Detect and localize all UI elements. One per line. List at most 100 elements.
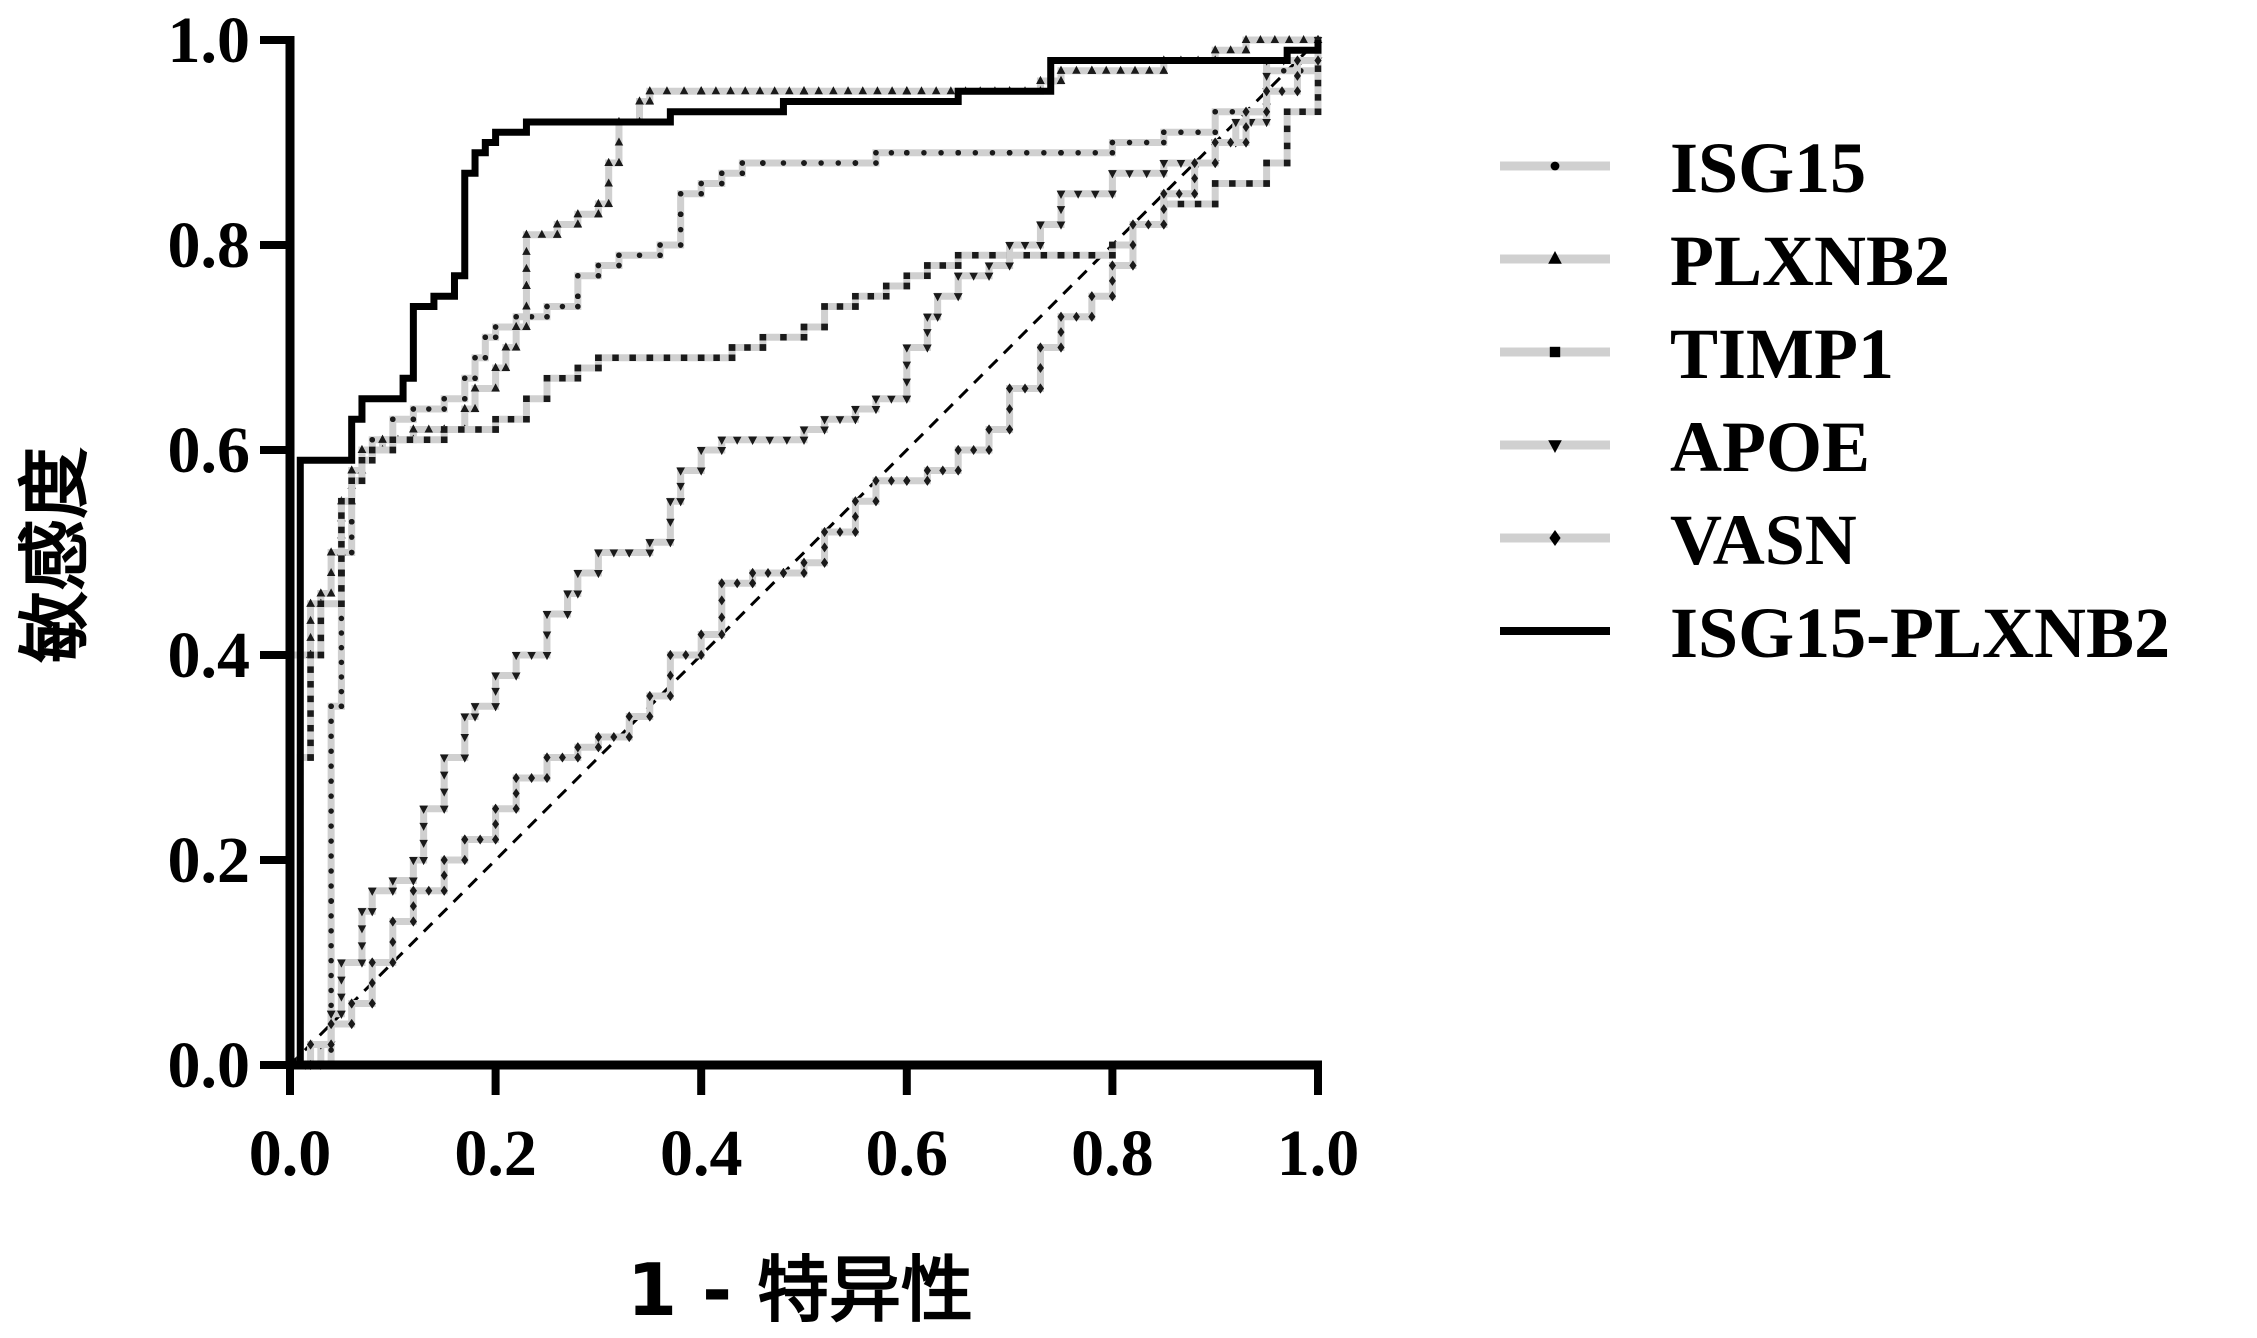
data-point (1088, 291, 1096, 302)
data-point (347, 465, 356, 474)
x-tick-label: 1.0 (1277, 1117, 1360, 1190)
data-point (316, 588, 326, 597)
data-point (873, 86, 882, 95)
series-vasn (286, 35, 1322, 1070)
data-point (409, 857, 418, 865)
data-point (677, 211, 684, 217)
data-point (800, 568, 808, 578)
data-point (563, 590, 572, 599)
data-point (1101, 65, 1111, 74)
data-point (327, 1039, 335, 1050)
data-point (389, 436, 397, 443)
data-point (821, 323, 828, 331)
data-point (1057, 342, 1065, 353)
data-point (307, 1039, 315, 1050)
data-point (523, 395, 530, 402)
data-point (921, 150, 927, 156)
data-point (1549, 530, 1561, 546)
data-point (1175, 188, 1183, 199)
data-point (544, 314, 550, 320)
data-point (357, 908, 367, 917)
data-point (780, 160, 787, 166)
data-point (1020, 242, 1030, 250)
data-point (1040, 252, 1048, 259)
data-point (348, 1019, 356, 1029)
data-point (482, 334, 489, 340)
data-point (491, 703, 500, 712)
data-point (1036, 76, 1045, 84)
series-layer (285, 35, 1323, 1070)
data-point (328, 883, 334, 889)
data-point (614, 137, 624, 146)
data-point (595, 273, 602, 279)
data-point (522, 263, 531, 272)
data-point (821, 303, 828, 310)
data-point (328, 808, 334, 814)
data-point (923, 465, 931, 476)
data-point (1088, 252, 1096, 259)
data-point (1262, 72, 1271, 81)
data-point (328, 942, 334, 949)
data-point (954, 262, 962, 269)
data-point (732, 436, 742, 445)
legend-label: ISG15 (1670, 128, 1866, 208)
data-point (338, 674, 345, 680)
data-point (931, 86, 941, 95)
data-point (696, 467, 706, 476)
data-point (1548, 251, 1562, 264)
data-point (1057, 252, 1065, 259)
y-tick-label: 0.4 (168, 619, 251, 692)
data-point (1159, 170, 1169, 179)
data-point (1005, 262, 1014, 271)
data-point (1125, 170, 1134, 179)
data-point (904, 150, 910, 156)
data-point (307, 724, 314, 732)
data-point (1006, 150, 1013, 156)
data-point (852, 160, 859, 166)
data-point (501, 363, 511, 371)
data-point (1108, 291, 1116, 302)
data-point (1021, 383, 1029, 394)
data-point (610, 732, 618, 742)
data-point (367, 887, 377, 896)
data-point (1041, 150, 1047, 156)
data-point (482, 355, 489, 361)
data-point (328, 778, 334, 784)
data-point (419, 857, 428, 865)
data-point (470, 713, 480, 722)
data-point (697, 354, 705, 361)
data-point (1283, 125, 1291, 133)
data-point (460, 404, 470, 412)
data-point (461, 855, 469, 865)
data-point (512, 803, 520, 814)
data-point (858, 86, 867, 95)
data-point (306, 615, 315, 624)
data-point (338, 555, 345, 562)
data-point (1283, 108, 1291, 115)
data-point (698, 180, 704, 187)
data-point (1242, 122, 1250, 133)
data-point (328, 898, 334, 904)
data-point (851, 406, 860, 414)
data-point (1263, 180, 1270, 187)
data-point (511, 672, 521, 681)
data-point (307, 681, 314, 688)
data-point (985, 424, 993, 435)
data-point (559, 303, 566, 310)
data-point (645, 549, 655, 558)
data-point (989, 252, 996, 259)
data-point (666, 691, 674, 701)
data-point (440, 855, 448, 865)
data-point (1211, 137, 1219, 148)
data-point (492, 819, 500, 830)
data-point (939, 262, 947, 269)
data-point (1109, 241, 1116, 249)
data-point (887, 475, 895, 486)
data-point (867, 293, 875, 300)
data-point (1176, 160, 1186, 168)
data-point (902, 344, 912, 353)
data-point (902, 86, 912, 95)
data-point (338, 659, 345, 666)
data-point (307, 666, 314, 673)
data-point (1143, 139, 1150, 146)
